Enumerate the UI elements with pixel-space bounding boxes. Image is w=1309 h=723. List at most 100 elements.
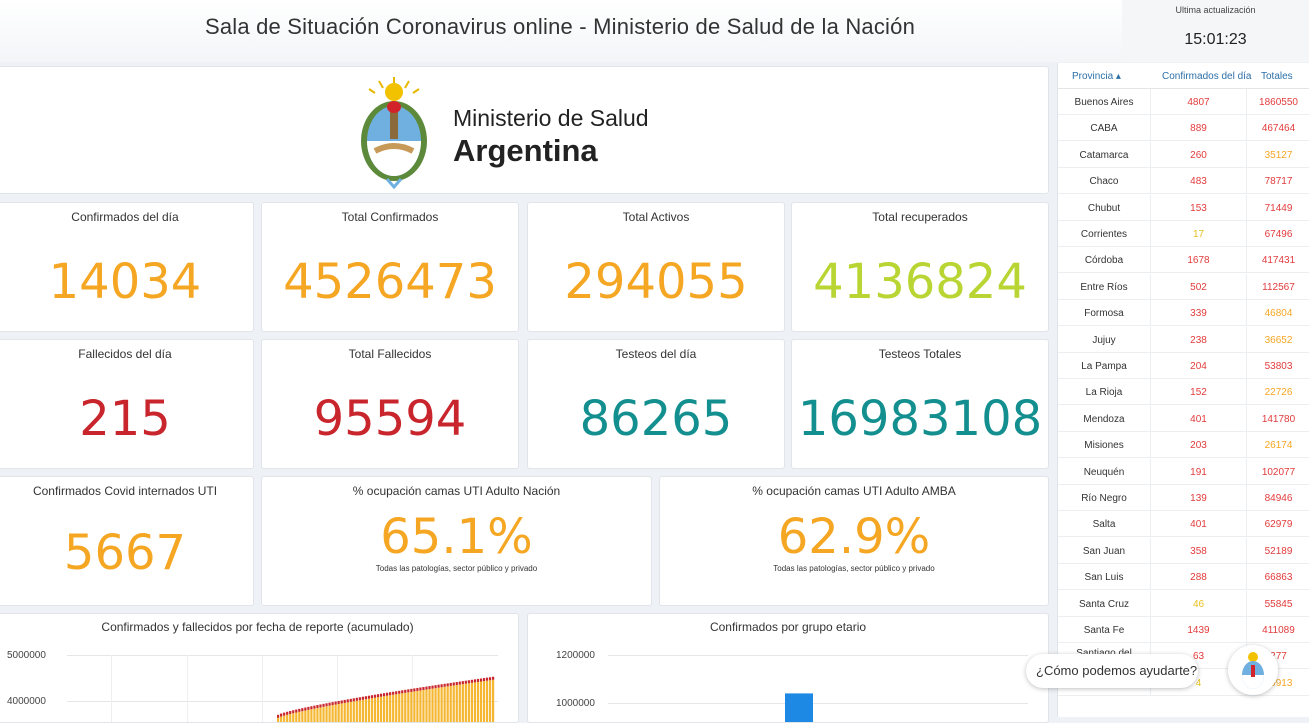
kpi-fallecidos-dia: Fallecidos del día 215 [0,339,254,469]
table-row[interactable]: La Pampa 204 53803 [1058,353,1309,379]
kpi-note: Todas las patologías, sector público y p… [375,564,538,573]
table-row[interactable]: Chubut 153 71449 [1058,194,1309,221]
table-row[interactable]: Río Negro 139 84946 [1058,485,1309,511]
column-header-confirmados-dia[interactable]: Confirmados del día [1162,71,1252,82]
deaths-bar [470,679,474,683]
deaths-bar [280,713,283,717]
kpi-value: 16983108 [797,391,1043,447]
deaths-bar [382,693,386,697]
national-coat-of-arms-icon [361,77,427,189]
confirmed-day-value: 203 [1150,432,1246,459]
confirmed-bar [413,691,416,722]
confirmed-bar [322,706,325,722]
province-name: Entre Ríos [1080,281,1128,293]
deaths-bar [488,677,492,681]
kpi-label: % ocupación camas UTI Adulto AMBA [752,484,956,498]
confirmed-bar [398,693,401,722]
logo-line-2: Argentina [453,133,598,168]
confirmed-day-value: 153 [1150,194,1246,221]
gridline [337,655,338,722]
kpi-note: Todas las patologías, sector público y p… [773,564,935,573]
deaths-bar [337,701,340,705]
deaths-bar [422,687,425,691]
age-group-bar[interactable] [785,693,813,723]
gridline [608,655,1028,656]
confirmed-day-value: 260 [1150,141,1246,168]
confirmed-bar [346,702,349,722]
table-row[interactable]: Santa Cruz 46 55845 [1058,590,1309,617]
deaths-bar [361,696,364,700]
deaths-bar [334,701,337,705]
confirmed-total-value: 467464 [1246,115,1309,142]
table-row[interactable]: Formosa 339 46804 [1058,300,1309,327]
table-header: Provincia ▴ Confirmados del día Totales [1058,63,1309,89]
confirmed-bar [364,699,368,722]
table-row[interactable]: Entre Ríos 502 112567 [1058,273,1309,300]
help-chat-bubble[interactable]: ¿Cómo podemos ayudarte? [1026,654,1198,688]
confirmed-total-value: 35127 [1246,141,1309,168]
confirmed-bar [473,682,477,722]
table-row[interactable]: Salta 401 62979 [1058,511,1309,538]
deaths-bar [398,690,401,694]
table-row[interactable]: Misiones 203 26174 [1058,432,1309,459]
confirmed-bar [401,693,404,722]
deaths-bar [395,691,398,695]
confirmed-total-value: 53803 [1246,353,1309,379]
confirmed-bar [392,694,395,722]
kpi-confirmados-dia: Confirmados del día 14034 [0,202,254,332]
table-row[interactable]: Córdoba 1678 417431 [1058,247,1309,274]
table-row[interactable]: CABA 889 467464 [1058,115,1309,142]
table-row[interactable]: Mendoza 401 141780 [1058,405,1309,432]
confirmed-bar [476,681,480,722]
confirmed-day-value: 889 [1150,115,1246,142]
confirmed-day-value: 152 [1150,379,1246,406]
table-row[interactable]: Buenos Aires 4807 1860550 [1058,89,1309,115]
confirmed-bar [407,692,410,722]
gridline [608,703,1028,704]
confirmed-bar [410,691,413,722]
deaths-bar [476,678,480,682]
province-name: Chaco [1089,176,1119,188]
confirmed-day-value: 238 [1150,326,1246,353]
confirmed-bar [319,707,322,722]
confirmed-bar [367,698,371,722]
confirmed-bar [289,713,292,722]
y-tick-label: 4000000 [7,696,46,707]
table-row[interactable]: San Luis 288 66863 [1058,564,1309,591]
table-row[interactable]: Catamarca 260 35127 [1058,141,1309,168]
help-chat-button[interactable] [1228,645,1278,695]
province-name: Santa Fe [1083,625,1125,636]
confirmed-total-value: 417431 [1246,247,1309,274]
province-name: Neuquén [1083,466,1125,478]
gridline [262,655,263,722]
kpi-value: 4526473 [283,254,497,310]
deaths-bar [401,690,404,694]
column-header-provincia[interactable]: Provincia ▴ [1072,71,1121,82]
table-row[interactable]: Neuquén 191 102077 [1058,458,1309,485]
table-row[interactable]: Jujuy 238 36652 [1058,326,1309,353]
gridline [412,655,413,722]
confirmed-bar [395,694,398,722]
kpi-value: 65.1% [380,509,533,565]
deaths-bar [304,707,307,711]
confirmed-total-value: 102077 [1246,458,1309,485]
confirmed-bar [449,685,452,722]
table-row[interactable]: Santa Fe 1439 411089 [1058,617,1309,643]
table-row[interactable]: Corrientes 17 67496 [1058,221,1309,247]
confirmed-day-value: 358 [1150,537,1246,564]
deaths-bar [458,681,461,685]
table-row[interactable]: San Juan 358 52189 [1058,537,1309,564]
confirmed-day-value: 17 [1150,221,1246,247]
confirmed-day-value: 4807 [1150,89,1246,115]
table-row[interactable]: Chaco 483 78717 [1058,168,1309,195]
kpi-label: Total Confirmados [341,210,439,224]
confirmed-bar [446,686,449,722]
table-row[interactable]: La Rioja 152 22726 [1058,379,1309,406]
confirmed-bar [292,713,295,722]
column-header-totales[interactable]: Totales [1261,71,1293,82]
confirmed-bar [492,679,495,722]
deaths-bar [289,710,292,714]
kpi-total-activos: Total Activos 294055 [527,202,785,332]
gridline [67,701,498,702]
deaths-bar [349,698,352,702]
